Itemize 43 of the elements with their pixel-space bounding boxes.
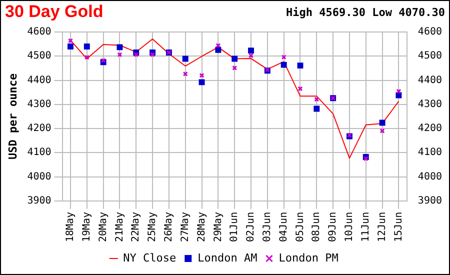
x-tick-label: 09Jun <box>328 212 339 242</box>
x-tick-label: 12Jun <box>376 212 388 242</box>
x-tick-label: 05Jun <box>294 212 306 242</box>
x-tick-label: 10Jun <box>344 212 356 242</box>
x-tick-label: 08Jun <box>311 212 322 242</box>
y2-tick-label: 4300 <box>418 98 442 110</box>
y-tick-label: 4400 <box>27 74 52 86</box>
x-tick-label: 25May <box>147 212 158 242</box>
chart-title: 30 Day Gold <box>5 2 104 22</box>
y2-tick-label: 4400 <box>418 74 442 86</box>
x-tick-label: 20May <box>98 212 109 242</box>
x-tick-label: 04Jun <box>278 212 290 242</box>
y-tick-label: 4500 <box>27 50 52 62</box>
y2-tick-label: 4100 <box>418 147 442 158</box>
x-tick-label: 11Jun <box>360 212 372 242</box>
y2-tick-label: 4200 <box>418 123 442 134</box>
legend-label: London AM <box>198 251 258 264</box>
y2-tick-label: 4600 <box>418 26 442 38</box>
y-tick-label: 3900 <box>27 195 52 206</box>
legend-label: London PM <box>278 251 339 264</box>
x-tick-label: 03Jun <box>262 212 274 242</box>
x-tick-label: 21May <box>114 212 126 242</box>
y-tick-label: 4100 <box>27 147 52 158</box>
y2-tick-label: 4000 <box>418 171 442 182</box>
y-tick-label: 4600 <box>27 26 52 38</box>
x-tick-label: 26May <box>164 212 175 242</box>
x-tick-label: 02Jun <box>246 212 257 242</box>
y-axis-title: USD per ounce <box>6 73 20 160</box>
legend-label: NY Close <box>123 251 176 264</box>
chart-subtitle: High 4569.30 Low 4070.30 <box>286 6 445 18</box>
x-tick-label: 29May <box>212 212 224 242</box>
x-tick-label: 19May <box>81 212 92 242</box>
x-tick-label: 01Jun <box>229 212 240 242</box>
x-tick-label: 15Jun <box>393 212 404 242</box>
y-tick-label: 4000 <box>27 171 52 182</box>
x-tick-label: 22May <box>130 212 142 242</box>
y-tick-label: 4200 <box>27 123 52 134</box>
y2-tick-label: 3900 <box>418 195 442 206</box>
x-tick-label: 18May <box>65 212 76 242</box>
x-tick-label: 28May <box>196 212 208 242</box>
y2-tick-label: 4500 <box>418 50 442 62</box>
x-tick-label: 27May <box>180 212 191 242</box>
y-tick-label: 4300 <box>27 98 52 110</box>
